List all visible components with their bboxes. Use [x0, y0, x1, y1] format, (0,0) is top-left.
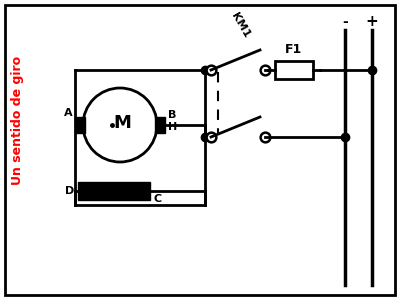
Bar	[75, 117, 85, 133]
Text: C: C	[154, 194, 162, 204]
Text: A: A	[64, 108, 73, 118]
Text: M: M	[113, 114, 131, 132]
Text: D: D	[65, 186, 74, 196]
Bar	[78, 182, 150, 200]
Text: +: +	[366, 14, 378, 29]
Text: H: H	[168, 122, 177, 132]
Bar	[275, 61, 313, 79]
Text: KM1: KM1	[229, 11, 251, 40]
Text: B: B	[168, 110, 176, 120]
Bar	[155, 117, 165, 133]
Text: Un sentido de giro: Un sentido de giro	[12, 56, 24, 184]
Text: F1: F1	[285, 43, 303, 56]
Text: -: -	[342, 15, 348, 29]
